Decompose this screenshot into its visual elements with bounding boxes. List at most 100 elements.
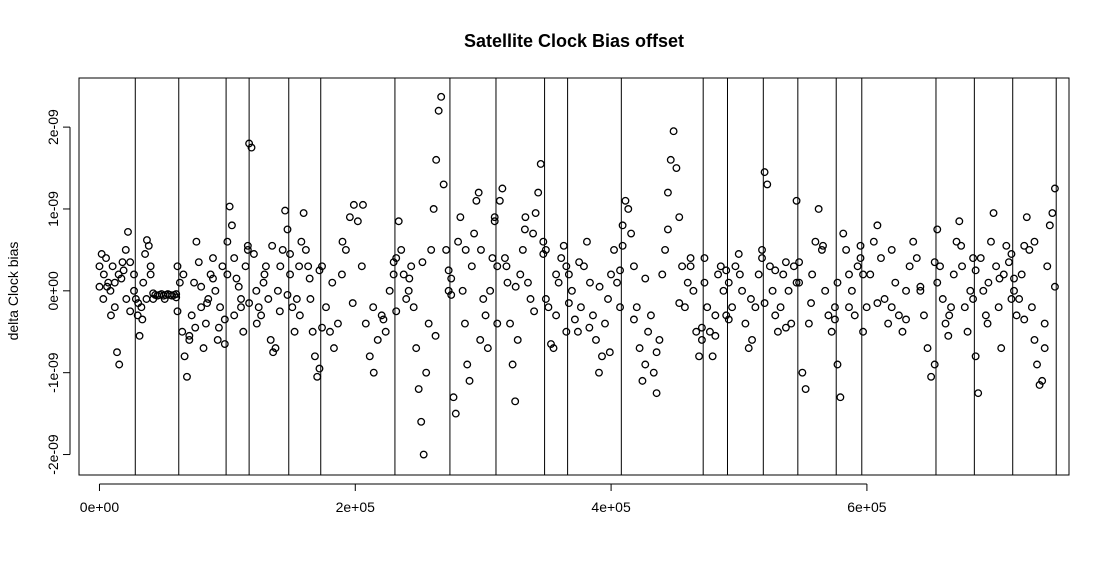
data-point-108	[269, 348, 278, 357]
data-point-450	[1007, 250, 1016, 258]
data-point-237	[502, 262, 511, 271]
data-point-23	[126, 307, 135, 316]
data-point-75	[173, 307, 182, 316]
data-point-326	[722, 266, 731, 275]
data-point-204	[472, 196, 481, 205]
data-point-33	[146, 262, 155, 271]
data-point-35	[134, 299, 143, 308]
data-point-332	[741, 319, 750, 328]
data-point-214	[461, 245, 470, 254]
data-point-399	[902, 286, 910, 295]
data-point-206	[477, 245, 485, 254]
data-point-171	[404, 286, 413, 295]
data-point-464	[1043, 262, 1052, 271]
data-point-456	[1022, 213, 1031, 222]
data-point-368	[824, 311, 833, 320]
data-point-164	[379, 315, 388, 324]
data-point-252	[552, 270, 561, 279]
data-point-409	[873, 299, 882, 308]
data-point-238	[511, 282, 520, 291]
data-point-341	[758, 254, 766, 263]
data-point-91	[239, 327, 248, 336]
data-point-302	[686, 254, 695, 263]
data-point-278	[618, 221, 627, 230]
data-point-59	[185, 335, 194, 344]
data-point-205	[474, 188, 483, 197]
data-point-136	[295, 311, 304, 320]
data-point-200	[463, 360, 472, 369]
data-point-356	[771, 266, 780, 275]
data-point-455	[1020, 241, 1029, 250]
data-point-248	[557, 254, 566, 263]
data-point-421	[952, 237, 961, 246]
data-point-437	[984, 278, 993, 287]
data-point-388	[862, 303, 871, 312]
data-point-408	[859, 270, 868, 279]
data-point-318	[708, 352, 717, 361]
data-point-309	[641, 274, 650, 283]
data-point-226	[516, 270, 525, 279]
data-point-392	[877, 254, 885, 263]
data-point-79	[197, 282, 206, 291]
data-point-365	[814, 205, 823, 213]
data-point-56	[178, 327, 187, 336]
data-point-363	[808, 270, 817, 279]
data-point-30	[141, 250, 150, 258]
data-point-276	[605, 348, 614, 357]
data-point-286	[641, 360, 650, 369]
data-point-146	[345, 213, 354, 222]
data-point-296	[669, 127, 678, 136]
data-point-336	[754, 270, 763, 279]
data-point-70	[211, 286, 220, 295]
data-point-258	[576, 303, 585, 312]
data-point-174	[412, 344, 421, 353]
data-point-52	[160, 295, 169, 303]
data-point-325	[711, 331, 720, 340]
data-point-329	[731, 262, 740, 271]
data-point-170	[402, 295, 411, 303]
data-point-267	[604, 295, 612, 303]
data-point-122	[288, 303, 297, 312]
data-point-310	[652, 348, 661, 357]
data-point-264	[595, 368, 603, 377]
data-point-371	[795, 258, 804, 267]
data-point-97	[243, 245, 252, 254]
data-point-401	[909, 237, 918, 246]
x-tick-label-0: 0e+00	[80, 499, 120, 515]
data-point-270	[613, 278, 621, 287]
data-point-417	[941, 319, 950, 328]
data-point-273	[575, 258, 584, 267]
data-point-191	[431, 331, 440, 340]
data-point-165	[389, 258, 398, 267]
data-point-216	[490, 213, 499, 222]
data-point-203	[470, 229, 479, 238]
data-point-339	[735, 270, 744, 279]
data-point-424	[960, 303, 969, 312]
data-point-130	[306, 295, 315, 303]
data-point-289	[649, 368, 658, 377]
data-point-372	[807, 299, 816, 308]
data-point-366	[817, 245, 826, 254]
data-point-379	[845, 270, 853, 279]
data-point-402	[912, 254, 921, 263]
data-point-410	[887, 245, 896, 254]
data-point-290	[652, 389, 661, 398]
data-point-429	[945, 311, 954, 320]
data-point-124	[292, 295, 301, 303]
y-tick-label-2: 0e+00	[45, 271, 61, 311]
data-point-184	[437, 92, 446, 101]
data-point-142	[330, 344, 338, 353]
data-point-219	[498, 184, 507, 193]
data-point-156	[385, 286, 394, 295]
data-point-359	[795, 278, 804, 287]
data-point-347	[773, 327, 782, 336]
data-point-453	[1015, 295, 1024, 303]
data-point-253	[562, 327, 571, 336]
chart-title: Satellite Clock Bias offset	[464, 31, 684, 51]
data-point-57	[180, 352, 189, 361]
data-point-199	[460, 319, 469, 328]
data-point-298	[675, 213, 684, 222]
data-point-162	[359, 200, 367, 209]
data-point-322	[719, 286, 728, 295]
data-point-196	[454, 237, 463, 246]
